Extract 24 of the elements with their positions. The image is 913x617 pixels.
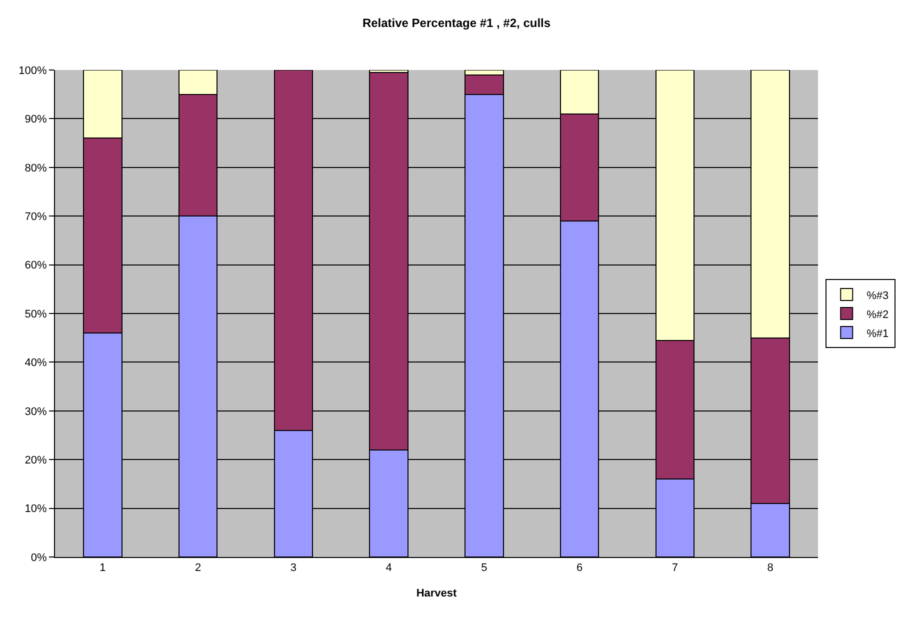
y-tick-label: 20% [24, 454, 48, 466]
x-tick-label: 6 [576, 562, 583, 574]
y-tick-label: 90% [24, 114, 48, 126]
y-tick-label: 80% [24, 162, 48, 174]
x-tick-label: 2 [194, 562, 202, 574]
y-tick-label: 100% [18, 64, 48, 77]
x-axis-title: Harvest [416, 587, 458, 600]
y-tick-label: 60% [24, 260, 48, 272]
y-tick-label: 50% [24, 308, 48, 320]
y-tick-label: 10% [24, 503, 48, 516]
y-tick-label: 40% [24, 357, 48, 370]
y-tick-label: 30% [24, 406, 48, 418]
x-tick-label: 3 [290, 562, 297, 574]
x-tick-label: 7 [672, 562, 678, 574]
x-tick-label: 8 [767, 562, 774, 574]
y-tick-label: 70% [24, 210, 48, 223]
x-tick-label: 5 [481, 562, 488, 574]
legend-label: %#3 [866, 290, 889, 302]
legend-label: %#2 [866, 308, 889, 321]
x-tick-label: 4 [386, 562, 392, 574]
legend-label: %#1 [866, 328, 889, 340]
y-tick-label: 0% [30, 552, 48, 564]
x-tick-label: 1 [100, 562, 106, 574]
chart-title: Relative Percentage #1 , #2, culls [362, 16, 551, 30]
